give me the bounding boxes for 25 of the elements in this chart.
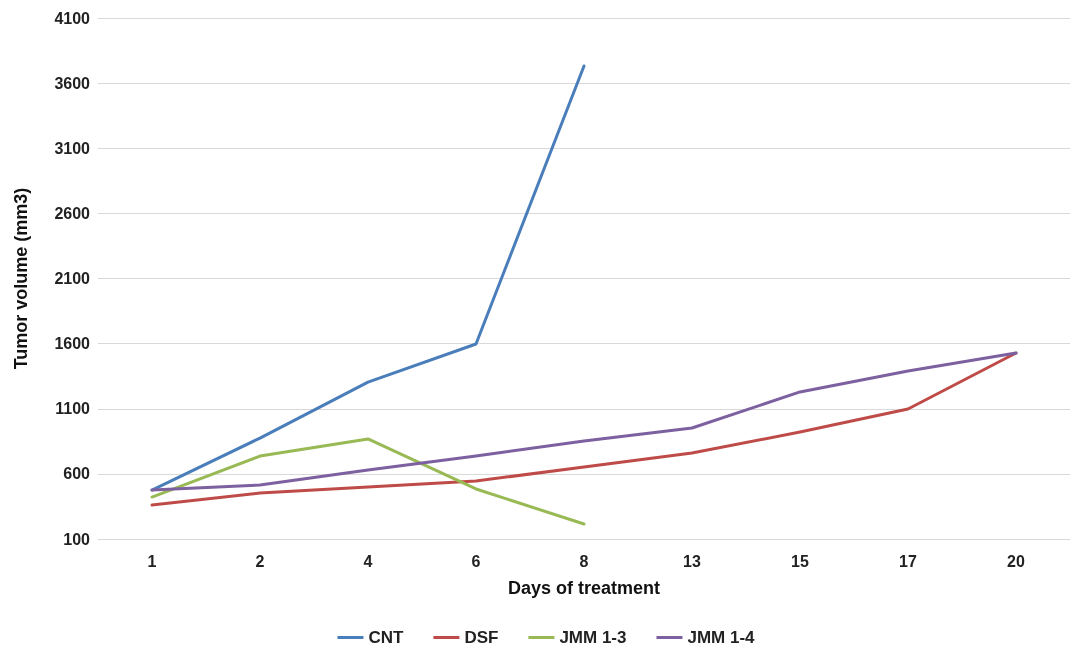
line-series xyxy=(150,437,586,526)
y-tick-label: 1100 xyxy=(55,400,91,418)
legend-label: DSF xyxy=(464,628,499,647)
x-tick-label: 6 xyxy=(471,552,481,570)
y-tick-label: 1600 xyxy=(54,335,91,353)
y-tick-label: 3600 xyxy=(54,74,91,92)
y-axis-title: Tumor volume (mm3) xyxy=(11,187,31,370)
x-tick-label: 8 xyxy=(579,552,589,570)
x-tick-label: 20 xyxy=(1007,552,1025,570)
y-tick-label: 2600 xyxy=(54,204,91,222)
x-tick-label: 4 xyxy=(363,552,373,570)
y-tick-label: 600 xyxy=(63,465,91,483)
y-tick-label: 3100 xyxy=(54,139,91,157)
legend-label: JMM 1-4 xyxy=(687,628,756,647)
x-tick-label: 13 xyxy=(683,552,701,570)
x-tick-label: 15 xyxy=(791,552,809,570)
x-tick-label: 2 xyxy=(255,552,265,570)
y-tick-label: 100 xyxy=(63,530,91,548)
legend-label: CNT xyxy=(368,628,405,647)
y-tick-label: 4100 xyxy=(54,9,91,27)
x-axis-title: Days of treatment xyxy=(507,578,661,598)
legend-label: JMM 1-3 xyxy=(559,628,627,647)
y-tick-label: 2100 xyxy=(54,270,91,287)
x-tick-label: 17 xyxy=(899,552,917,570)
x-tick-label: 1 xyxy=(147,552,157,570)
